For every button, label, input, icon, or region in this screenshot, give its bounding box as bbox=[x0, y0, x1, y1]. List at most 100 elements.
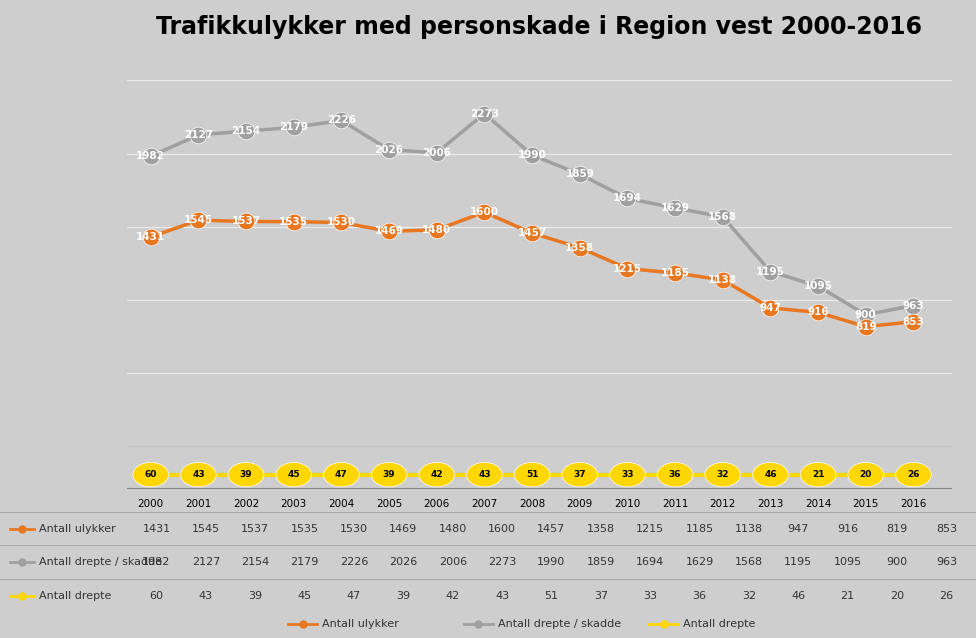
Text: Antall drepte: Antall drepte bbox=[683, 619, 755, 628]
Text: 1600: 1600 bbox=[488, 524, 516, 534]
Text: 1138: 1138 bbox=[735, 524, 763, 534]
Text: 26: 26 bbox=[939, 591, 954, 601]
Text: 43: 43 bbox=[495, 591, 509, 601]
Text: 1195: 1195 bbox=[785, 557, 812, 567]
Text: 1530: 1530 bbox=[327, 218, 356, 228]
Text: 1568: 1568 bbox=[709, 212, 737, 222]
Text: 1469: 1469 bbox=[375, 226, 403, 237]
Text: 819: 819 bbox=[855, 322, 876, 332]
Text: 1480: 1480 bbox=[438, 524, 467, 534]
Ellipse shape bbox=[514, 463, 549, 487]
Ellipse shape bbox=[228, 463, 264, 487]
Text: 947: 947 bbox=[759, 303, 782, 313]
Text: 963: 963 bbox=[903, 300, 924, 311]
Text: 1537: 1537 bbox=[241, 524, 269, 534]
Text: 2006: 2006 bbox=[424, 499, 450, 509]
Text: 2016: 2016 bbox=[900, 499, 926, 509]
Text: 47: 47 bbox=[346, 591, 361, 601]
Text: 1457: 1457 bbox=[517, 228, 547, 238]
Ellipse shape bbox=[467, 463, 503, 487]
Text: 2154: 2154 bbox=[241, 557, 269, 567]
Text: 1195: 1195 bbox=[756, 267, 785, 276]
Text: 20: 20 bbox=[890, 591, 904, 601]
Text: 1431: 1431 bbox=[142, 524, 171, 534]
Text: 2013: 2013 bbox=[757, 499, 784, 509]
Text: 1600: 1600 bbox=[469, 207, 499, 217]
Ellipse shape bbox=[610, 463, 645, 487]
Text: 45: 45 bbox=[298, 591, 311, 601]
Text: 1859: 1859 bbox=[587, 557, 615, 567]
Text: 37: 37 bbox=[593, 591, 608, 601]
Text: 33: 33 bbox=[643, 591, 657, 601]
Text: 32: 32 bbox=[716, 470, 729, 479]
Text: 37: 37 bbox=[574, 470, 586, 479]
Text: 2004: 2004 bbox=[328, 499, 354, 509]
Text: 2127: 2127 bbox=[191, 557, 220, 567]
Text: 1568: 1568 bbox=[735, 557, 763, 567]
Text: 39: 39 bbox=[248, 591, 263, 601]
Ellipse shape bbox=[800, 463, 836, 487]
Ellipse shape bbox=[705, 463, 741, 487]
Text: 1431: 1431 bbox=[137, 232, 165, 242]
Text: 51: 51 bbox=[526, 470, 539, 479]
Text: 1545: 1545 bbox=[183, 215, 213, 225]
Ellipse shape bbox=[276, 463, 311, 487]
Text: 43: 43 bbox=[478, 470, 491, 479]
Text: 1530: 1530 bbox=[340, 524, 368, 534]
Text: 1859: 1859 bbox=[565, 169, 594, 179]
Ellipse shape bbox=[752, 463, 789, 487]
Text: 42: 42 bbox=[446, 591, 460, 601]
Text: 2008: 2008 bbox=[519, 499, 546, 509]
Text: 1535: 1535 bbox=[279, 217, 308, 226]
Text: 1480: 1480 bbox=[423, 225, 451, 235]
Ellipse shape bbox=[323, 463, 359, 487]
Text: 1215: 1215 bbox=[636, 524, 665, 534]
Text: 45: 45 bbox=[287, 470, 300, 479]
Text: 1358: 1358 bbox=[587, 524, 615, 534]
Text: 46: 46 bbox=[792, 591, 805, 601]
Text: 39: 39 bbox=[383, 470, 395, 479]
Text: 2003: 2003 bbox=[281, 499, 306, 509]
Ellipse shape bbox=[562, 463, 597, 487]
Text: 21: 21 bbox=[840, 591, 855, 601]
Text: 39: 39 bbox=[396, 591, 410, 601]
Text: 916: 916 bbox=[807, 308, 829, 317]
Text: Antall ulykker: Antall ulykker bbox=[322, 619, 399, 628]
Text: 853: 853 bbox=[903, 316, 924, 327]
Text: 2015: 2015 bbox=[853, 499, 879, 509]
Text: 1095: 1095 bbox=[803, 281, 833, 291]
Text: 2154: 2154 bbox=[231, 126, 261, 136]
Text: 2006: 2006 bbox=[438, 557, 467, 567]
Text: 2002: 2002 bbox=[233, 499, 260, 509]
Text: 2226: 2226 bbox=[327, 115, 356, 126]
Text: 2026: 2026 bbox=[389, 557, 418, 567]
Text: 2011: 2011 bbox=[662, 499, 688, 509]
Text: 963: 963 bbox=[936, 557, 957, 567]
Text: 2179: 2179 bbox=[279, 122, 308, 132]
Text: 853: 853 bbox=[936, 524, 957, 534]
Ellipse shape bbox=[419, 463, 455, 487]
Ellipse shape bbox=[133, 463, 169, 487]
Text: 1990: 1990 bbox=[517, 150, 547, 160]
Text: 1982: 1982 bbox=[137, 151, 165, 161]
Text: 1215: 1215 bbox=[613, 263, 642, 274]
Text: 1138: 1138 bbox=[709, 275, 737, 285]
Text: 1185: 1185 bbox=[685, 524, 713, 534]
Text: 47: 47 bbox=[335, 470, 347, 479]
Text: 2005: 2005 bbox=[376, 499, 402, 509]
Text: Antall drepte: Antall drepte bbox=[39, 591, 111, 601]
Text: 2273: 2273 bbox=[469, 108, 499, 119]
Ellipse shape bbox=[657, 463, 693, 487]
Text: 947: 947 bbox=[788, 524, 809, 534]
Text: 2007: 2007 bbox=[471, 499, 498, 509]
Text: 1694: 1694 bbox=[613, 193, 642, 204]
Text: 1694: 1694 bbox=[636, 557, 665, 567]
Text: 1535: 1535 bbox=[291, 524, 318, 534]
Text: 1537: 1537 bbox=[231, 216, 261, 226]
Ellipse shape bbox=[848, 463, 883, 487]
Text: 2226: 2226 bbox=[340, 557, 368, 567]
Text: Antall drepte / skadde: Antall drepte / skadde bbox=[39, 557, 162, 567]
Text: 2009: 2009 bbox=[567, 499, 592, 509]
Text: 36: 36 bbox=[669, 470, 681, 479]
Text: 2012: 2012 bbox=[710, 499, 736, 509]
